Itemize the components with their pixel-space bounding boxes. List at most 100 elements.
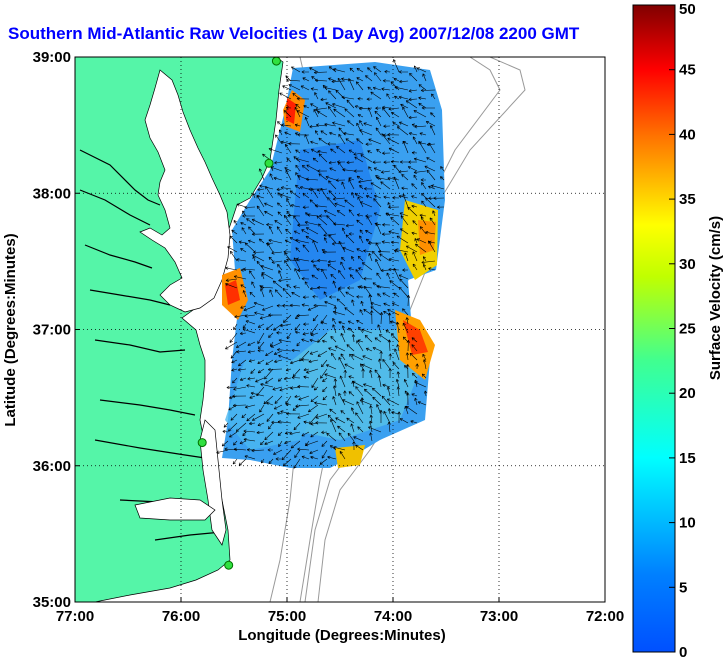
velocity-arrow <box>356 320 364 325</box>
velocity-arrow <box>324 86 337 91</box>
velocity-arrow <box>388 353 392 361</box>
x-tick-label: 72:00 <box>586 608 624 625</box>
velocity-arrow <box>314 204 328 208</box>
velocity-arrow <box>378 249 391 254</box>
velocity-arrow <box>245 320 256 325</box>
velocity-arrow <box>356 219 364 226</box>
velocity-arrow <box>382 107 391 118</box>
velocity-arrow <box>333 222 346 226</box>
velocity-arrow <box>357 426 364 433</box>
velocity-arrow <box>295 238 310 244</box>
velocity-arrow <box>246 448 256 452</box>
velocity-arrow <box>368 166 373 172</box>
velocity-arrow <box>364 388 373 397</box>
velocity-arrow <box>288 142 301 146</box>
velocity-arrow <box>411 195 418 199</box>
velocity-arrow <box>327 455 337 460</box>
velocity-arrow <box>314 401 328 406</box>
velocity-arrow <box>405 245 418 253</box>
velocity-arrow <box>278 440 283 447</box>
velocity-arrow <box>295 103 301 109</box>
velocity-arrow <box>274 160 283 165</box>
velocity-arrow <box>277 431 283 436</box>
velocity-arrow <box>274 359 283 363</box>
velocity-arrow <box>323 209 337 217</box>
velocity-arrow <box>315 123 328 127</box>
velocity-arrow <box>267 367 283 372</box>
velocity-arrow <box>320 368 328 379</box>
velocity-arrow <box>412 372 418 379</box>
velocity-arrow <box>388 107 400 111</box>
velocity-arrow <box>377 375 382 388</box>
velocity-arrow <box>411 204 418 209</box>
velocity-arrow <box>283 377 292 381</box>
velocity-arrow <box>397 411 401 424</box>
velocity-arrow <box>305 227 319 235</box>
velocity-arrow <box>333 108 346 118</box>
velocity-arrow <box>275 457 283 461</box>
velocity-arrow <box>420 216 427 226</box>
velocity-arrow <box>303 367 310 372</box>
velocity-arrow <box>260 383 274 388</box>
velocity-arrow <box>314 78 328 83</box>
velocity-arrow <box>310 431 319 438</box>
velocity-arrow <box>362 355 373 361</box>
velocity-arrow <box>354 105 364 109</box>
velocity-arrow <box>246 218 256 226</box>
velocity-arrow <box>334 202 346 208</box>
velocity-arrow <box>372 86 382 91</box>
velocity-arrow <box>341 181 346 190</box>
velocity-arrow <box>357 255 364 262</box>
velocity-arrow <box>421 260 436 264</box>
velocity-arrow <box>295 149 301 154</box>
velocity-arrow <box>359 235 364 244</box>
velocity-arrow <box>332 385 337 397</box>
velocity-arrow <box>325 364 337 370</box>
moderate-current-area <box>280 330 420 440</box>
velocity-arrow <box>378 334 391 343</box>
river-line <box>79 189 151 226</box>
velocity-arrow <box>317 169 328 173</box>
velocity-arrow <box>309 287 319 291</box>
velocity-arrow <box>308 359 319 364</box>
velocity-arrow <box>329 445 337 451</box>
velocity-arrow <box>302 77 310 82</box>
velocity-arrow <box>414 397 418 406</box>
velocity-arrow <box>241 413 247 418</box>
velocity-arrow <box>343 132 355 136</box>
velocity-arrow <box>258 341 265 350</box>
velocity-arrow <box>322 250 337 254</box>
velocity-arrow <box>294 449 301 458</box>
velocity-arrow <box>260 265 274 271</box>
velocity-arrow <box>393 267 400 280</box>
velocity-arrow <box>338 321 346 325</box>
velocity-arrow <box>346 344 355 352</box>
velocity-arrow <box>310 103 319 109</box>
velocity-arrow <box>284 440 292 445</box>
velocity-arrow <box>332 197 346 201</box>
velocity-arrow <box>293 422 301 431</box>
velocity-arrow <box>278 129 283 136</box>
velocity-arrow <box>325 102 337 109</box>
velocity-arrow <box>251 254 265 262</box>
velocity-arrow <box>316 215 328 226</box>
velocity-arrow <box>290 440 301 449</box>
velocity-arrow <box>410 420 418 424</box>
x-tick-label: 73:00 <box>480 608 518 625</box>
velocity-arrow <box>398 286 409 298</box>
velocity-arrow <box>332 103 346 109</box>
velocity-arrow <box>303 105 310 109</box>
velocity-arrow <box>358 267 364 271</box>
velocity-arrow <box>239 377 247 381</box>
velocity-arrow <box>381 133 391 145</box>
velocity-arrow <box>370 306 382 316</box>
velocity-arrow <box>327 414 337 424</box>
velocity-arrow <box>343 390 347 397</box>
velocity-arrow <box>328 234 337 244</box>
velocity-arrow <box>394 348 400 361</box>
velocity-arrow <box>376 404 382 415</box>
velocity-arrow <box>373 194 382 199</box>
velocity-arrow <box>250 368 256 374</box>
velocity-arrow <box>382 292 391 298</box>
